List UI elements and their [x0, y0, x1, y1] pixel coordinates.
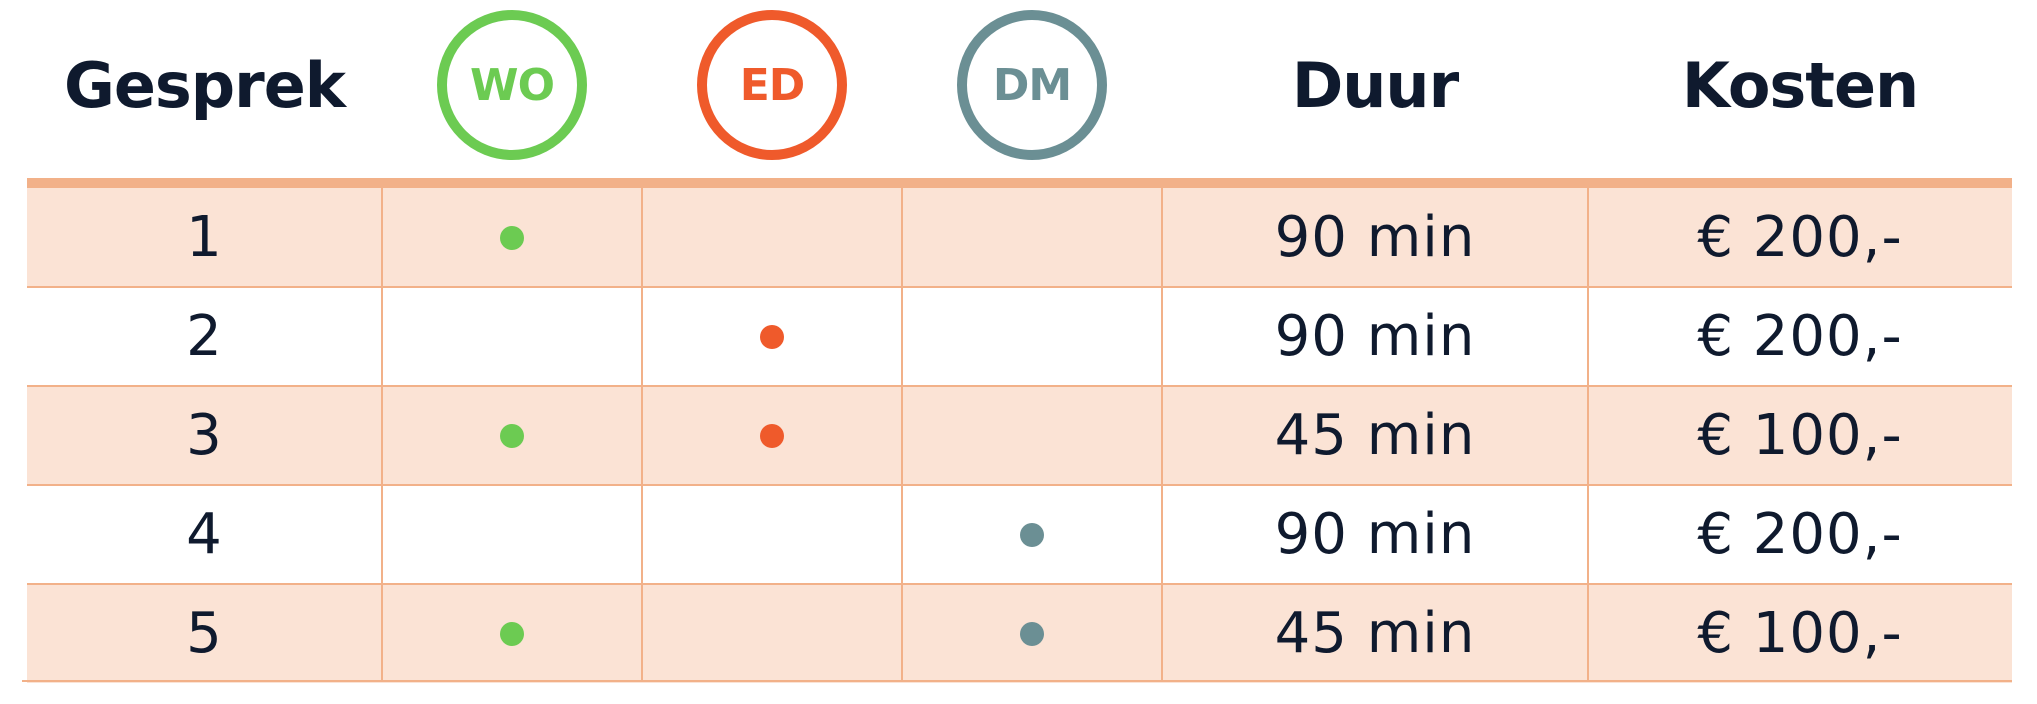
duur-cell: 45 min: [1162, 584, 1588, 683]
header-wo: WO: [470, 59, 555, 111]
header-kosten: Kosten: [1681, 48, 1919, 122]
wo-cell: [382, 386, 642, 485]
header-ed-cell: ED: [642, 0, 902, 170]
row-divider: [27, 484, 2012, 486]
duur-value: 90 min: [1274, 502, 1476, 567]
duur-cell: 90 min: [1162, 188, 1588, 287]
dm-dot: [1020, 522, 1044, 547]
duur-value: 45 min: [1274, 403, 1476, 468]
ed-cell: [642, 287, 902, 386]
gesprek-number: 1: [186, 205, 222, 270]
gesprek-cell: 5: [27, 584, 381, 683]
column-divider: [901, 188, 903, 681]
column-divider: [381, 188, 383, 681]
dm-cell: [902, 584, 1162, 683]
header-duur: Duur: [1291, 48, 1459, 122]
dm-badge: DM: [957, 10, 1107, 160]
wo-cell: [382, 584, 642, 683]
gesprek-number: 3: [186, 403, 222, 468]
duur-value: 45 min: [1274, 601, 1476, 666]
ed-dot: [760, 423, 784, 448]
kosten-cell: € 100,-: [1588, 584, 2012, 683]
kosten-cell: € 200,-: [1588, 188, 2012, 287]
column-divider: [641, 188, 643, 681]
gesprek-cell: 1: [27, 188, 381, 287]
header-gesprek-cell: Gesprek: [27, 0, 382, 170]
header-dm: DM: [992, 59, 1072, 111]
row-divider: [27, 286, 2012, 288]
ed-cell: [642, 386, 902, 485]
column-divider: [1587, 188, 1589, 681]
gesprek-cell: 2: [27, 287, 381, 386]
kosten-value: € 200,-: [1697, 502, 1903, 567]
gesprek-number: 2: [186, 304, 222, 369]
gesprek-number: 4: [186, 502, 222, 567]
kosten-value: € 100,-: [1697, 403, 1903, 468]
header-dm-cell: DM: [902, 0, 1162, 170]
kosten-value: € 200,-: [1697, 304, 1903, 369]
duur-cell: 45 min: [1162, 386, 1588, 485]
duur-cell: 90 min: [1162, 485, 1588, 584]
duur-value: 90 min: [1274, 304, 1476, 369]
dm-dot: [1020, 621, 1044, 646]
header-kosten-cell: Kosten: [1588, 0, 2012, 170]
table-row: [27, 188, 2012, 287]
header-wo-cell: WO: [382, 0, 642, 170]
wo-cell: [382, 188, 642, 287]
table-row: [27, 386, 2012, 485]
row-divider: [27, 583, 2012, 585]
table-row: [27, 584, 2012, 683]
wo-dot: [500, 225, 524, 250]
kosten-cell: € 100,-: [1588, 386, 2012, 485]
row-divider: [27, 385, 2012, 387]
header-gesprek: Gesprek: [63, 48, 346, 122]
gesprek-number: 5: [186, 601, 222, 666]
kosten-value: € 100,-: [1697, 601, 1903, 666]
column-divider: [1161, 188, 1163, 681]
header-divider: [27, 178, 2012, 188]
kosten-value: € 200,-: [1697, 205, 1903, 270]
wo-badge: WO: [437, 10, 587, 160]
duur-value: 90 min: [1274, 205, 1476, 270]
header-duur-cell: Duur: [1162, 0, 1588, 170]
gesprek-cell: 4: [27, 485, 381, 584]
ed-badge: ED: [697, 10, 847, 160]
header-ed: ED: [739, 59, 806, 111]
kosten-cell: € 200,-: [1588, 485, 2012, 584]
duur-cell: 90 min: [1162, 287, 1588, 386]
kosten-cell: € 200,-: [1588, 287, 2012, 386]
dm-cell: [902, 485, 1162, 584]
wo-dot: [500, 423, 524, 448]
ed-dot: [760, 324, 784, 349]
wo-dot: [500, 621, 524, 646]
gesprek-cell: 3: [27, 386, 381, 485]
table-bottom-border: [22, 680, 2012, 682]
